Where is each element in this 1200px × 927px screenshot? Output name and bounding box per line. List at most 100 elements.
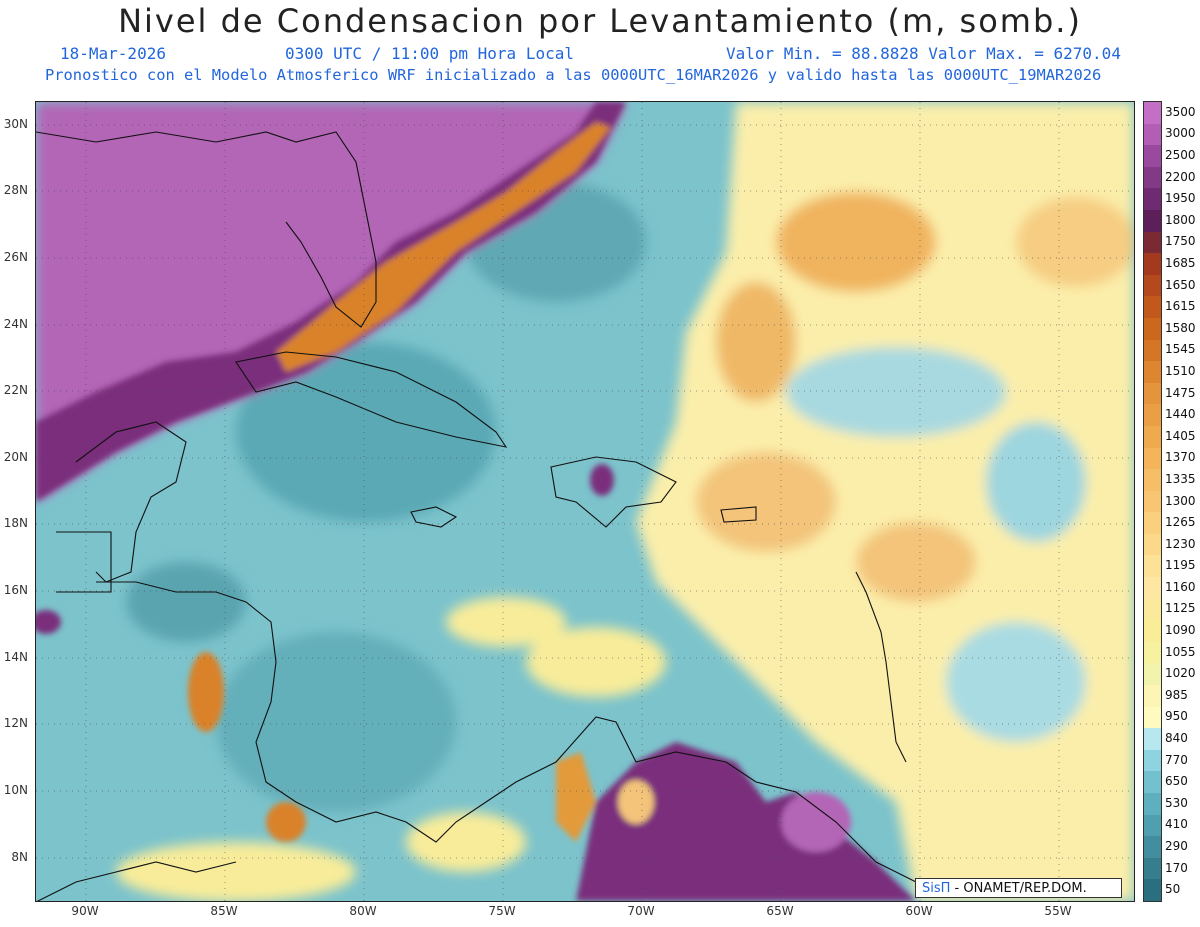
colorbar-segment xyxy=(1144,814,1161,837)
colorbar-segment xyxy=(1144,749,1161,772)
lon-label: 75W xyxy=(488,904,516,918)
colorbar-segment xyxy=(1144,231,1161,254)
colorbar-segment xyxy=(1144,663,1161,686)
lat-label: 10N xyxy=(3,783,28,797)
colorbar-segment xyxy=(1144,555,1161,578)
colorbar-segment xyxy=(1144,490,1161,513)
colorbar-segment xyxy=(1144,836,1161,859)
colorbar-segment xyxy=(1144,469,1161,492)
colorbar-label: 1195 xyxy=(1165,558,1196,573)
colorbar-label: 1300 xyxy=(1165,493,1196,508)
colorbar-label: 170 xyxy=(1165,860,1188,875)
lon-label: 65W xyxy=(766,904,794,918)
colorbar-label: 1370 xyxy=(1165,450,1196,465)
colorbar-segment xyxy=(1144,102,1161,125)
forecast-date: 18-Mar-2026 xyxy=(60,44,166,63)
colorbar-label: 1950 xyxy=(1165,191,1196,206)
forecast-map xyxy=(35,101,1135,902)
colorbar-label: 985 xyxy=(1165,687,1188,702)
colorbar-segment xyxy=(1144,188,1161,211)
colorbar-label: 50 xyxy=(1165,882,1181,897)
colorbar-label: 410 xyxy=(1165,817,1188,832)
colorbar-label: 1650 xyxy=(1165,277,1196,292)
colorbar-segment xyxy=(1144,641,1161,664)
colorbar-label: 1685 xyxy=(1165,255,1196,270)
colorbar-segment xyxy=(1144,145,1161,168)
colorbar-segment xyxy=(1144,598,1161,621)
colorbar-label: 2200 xyxy=(1165,169,1196,184)
lat-label: 28N xyxy=(3,183,28,197)
map-icon xyxy=(36,102,1134,901)
lon-label: 80W xyxy=(349,904,377,918)
colorbar-label: 3000 xyxy=(1165,126,1196,141)
colorbar-segment xyxy=(1144,685,1161,708)
colorbar-segment xyxy=(1144,857,1161,880)
colorbar-label: 1800 xyxy=(1165,212,1196,227)
colorbar-segment xyxy=(1144,771,1161,794)
forecast-time: 0300 UTC / 11:00 pm Hora Local xyxy=(285,44,574,63)
colorbar-label: 770 xyxy=(1165,752,1188,767)
colorbar-label: 530 xyxy=(1165,795,1188,810)
lon-label: 55W xyxy=(1044,904,1072,918)
colorbar-label: 650 xyxy=(1165,774,1188,789)
lon-label: 60W xyxy=(905,904,933,918)
chart-title: Nivel de Condensacion por Levantamiento … xyxy=(118,2,1082,40)
lat-label: 22N xyxy=(3,383,28,397)
lon-label: 90W xyxy=(71,904,99,918)
credit-text: - ONAMET/REP.DOM. xyxy=(950,881,1087,896)
colorbar-segment xyxy=(1144,253,1161,276)
colorbar-label: 1405 xyxy=(1165,428,1196,443)
colorbar-segment xyxy=(1144,296,1161,319)
lat-label: 14N xyxy=(3,650,28,664)
colorbar-label: 1055 xyxy=(1165,644,1196,659)
colorbar-label: 1545 xyxy=(1165,342,1196,357)
lat-label: 16N xyxy=(3,583,28,597)
colorbar-label: 1580 xyxy=(1165,320,1196,335)
colorbar-segment xyxy=(1144,361,1161,384)
lon-label: 85W xyxy=(210,904,238,918)
colorbar-label: 1160 xyxy=(1165,579,1196,594)
lat-label: 8N xyxy=(11,850,28,864)
colorbar xyxy=(1143,101,1162,902)
lat-label: 26N xyxy=(3,250,28,264)
colorbar-segment xyxy=(1144,793,1161,816)
lat-label: 18N xyxy=(3,516,28,530)
colorbar-label: 290 xyxy=(1165,839,1188,853)
value-min-max: Valor Min. = 88.8828 Valor Max. = 6270.0… xyxy=(726,44,1121,63)
colorbar-segment xyxy=(1144,577,1161,600)
credit-brand: SisΠ xyxy=(922,881,951,896)
lat-label: 24N xyxy=(3,317,28,331)
colorbar-label: 1440 xyxy=(1165,407,1196,422)
colorbar-label: 840 xyxy=(1165,731,1188,746)
colorbar-label: 1020 xyxy=(1165,666,1196,681)
colorbar-label: 1230 xyxy=(1165,536,1196,551)
colorbar-segment xyxy=(1144,209,1161,233)
colorbar-segment xyxy=(1144,706,1161,729)
colorbar-segment xyxy=(1144,425,1161,448)
colorbar-segment xyxy=(1144,447,1161,470)
colorbar-label: 1615 xyxy=(1165,299,1196,314)
colorbar-label: 1510 xyxy=(1165,363,1196,378)
colorbar-label: 3500 xyxy=(1165,104,1196,119)
colorbar-label: 1475 xyxy=(1165,385,1196,400)
colorbar-segment xyxy=(1144,404,1161,427)
colorbar-segment xyxy=(1144,317,1161,341)
lat-label: 12N xyxy=(3,716,28,730)
colorbar-label: 950 xyxy=(1165,709,1188,724)
colorbar-label: 1750 xyxy=(1165,234,1196,249)
colorbar-segment xyxy=(1144,339,1161,362)
lat-label: 20N xyxy=(3,450,28,464)
colorbar-segment xyxy=(1144,620,1161,643)
colorbar-label: 1335 xyxy=(1165,471,1196,486)
colorbar-label: 1265 xyxy=(1165,515,1196,530)
lon-label: 70W xyxy=(627,904,655,918)
colorbar-segment xyxy=(1144,533,1161,556)
lat-label: 30N xyxy=(3,117,28,131)
colorbar-label: 1125 xyxy=(1165,601,1196,616)
model-description: Pronostico con el Modelo Atmosferico WRF… xyxy=(45,66,1102,84)
colorbar-segment xyxy=(1144,512,1161,535)
credit-box: SisΠ - ONAMET/REP.DOM. xyxy=(915,878,1122,898)
colorbar-segment xyxy=(1144,166,1161,189)
colorbar-segment xyxy=(1144,879,1161,902)
colorbar-label: 2500 xyxy=(1165,147,1196,162)
